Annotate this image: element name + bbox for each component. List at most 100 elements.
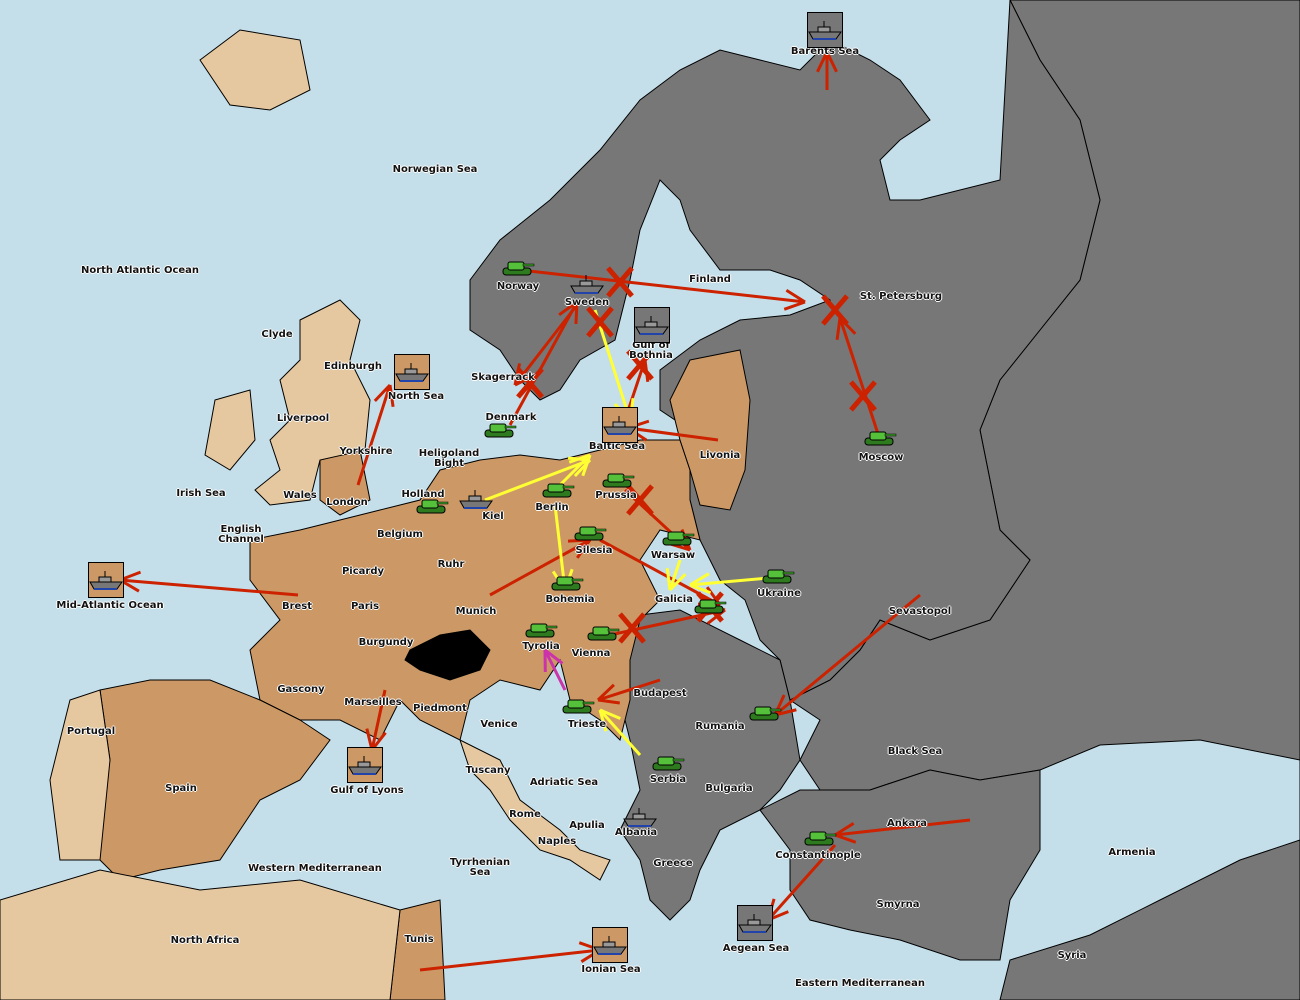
army-tank-icon[interactable]: [561, 696, 595, 720]
province-label[interactable]: Edinburgh: [323, 361, 383, 372]
province-label[interactable]: Yorkshire: [339, 446, 393, 457]
province-label[interactable]: Ruhr: [437, 559, 465, 570]
province-label[interactable]: Norway: [496, 281, 540, 292]
province-label[interactable]: St. Petersburg: [859, 291, 943, 302]
province-label[interactable]: Adriatic Sea: [529, 777, 599, 788]
province-label[interactable]: Ionian Sea: [581, 964, 641, 975]
province-label[interactable]: Spain: [165, 783, 197, 794]
province-label[interactable]: Eastern Mediterranean: [795, 978, 925, 989]
province-label[interactable]: Tyrrhenian Sea: [449, 857, 511, 878]
province-label[interactable]: Ankara: [887, 818, 927, 829]
province-label[interactable]: Skagerrack: [471, 372, 535, 383]
province-label[interactable]: Kiel: [482, 511, 504, 522]
fleet-ship-icon[interactable]: [737, 905, 773, 941]
province-label[interactable]: Tuscany: [465, 765, 511, 776]
province-label[interactable]: Wales: [283, 490, 317, 501]
province-label[interactable]: Rome: [509, 809, 541, 820]
army-tank-icon[interactable]: [415, 496, 449, 520]
army-tank-icon[interactable]: [483, 420, 517, 444]
province-label[interactable]: North Sea: [387, 391, 445, 402]
province-label[interactable]: Silesia: [575, 545, 613, 556]
province-label[interactable]: Baltic Sea: [588, 441, 646, 452]
province-label[interactable]: Holland: [401, 489, 445, 500]
province-label[interactable]: Clyde: [261, 329, 293, 340]
province-label[interactable]: Warsaw: [650, 550, 696, 561]
fleet-ship-icon[interactable]: [634, 307, 670, 343]
province-label[interactable]: Armenia: [1108, 847, 1156, 858]
province-label[interactable]: North Africa: [170, 935, 240, 946]
army-tank-icon[interactable]: [651, 753, 685, 777]
army-tank-icon[interactable]: [693, 596, 727, 620]
province-label[interactable]: Serbia: [649, 774, 687, 785]
province-label[interactable]: English Channel: [218, 524, 264, 545]
army-tank-icon[interactable]: [573, 523, 607, 547]
province-label[interactable]: Greece: [653, 858, 693, 869]
province-label[interactable]: Burgundy: [358, 637, 414, 648]
province-label[interactable]: Munich: [455, 606, 497, 617]
province-label[interactable]: Portugal: [66, 726, 116, 737]
province-label[interactable]: Finland: [689, 274, 731, 285]
fleet-ship-icon[interactable]: [347, 747, 383, 783]
province-label[interactable]: Black Sea: [887, 746, 943, 757]
province-label[interactable]: Mid-Atlantic Ocean: [56, 600, 164, 611]
army-tank-icon[interactable]: [541, 480, 575, 504]
province-label[interactable]: Picardy: [341, 566, 385, 577]
province-label[interactable]: Barents Sea: [790, 46, 860, 57]
province-label[interactable]: Prussia: [595, 490, 637, 501]
army-tank-icon[interactable]: [661, 528, 695, 552]
province-label[interactable]: Irish Sea: [176, 488, 226, 499]
army-tank-icon[interactable]: [761, 566, 795, 590]
province-label[interactable]: Berlin: [535, 502, 569, 513]
province-label[interactable]: Denmark: [485, 412, 537, 423]
province-label[interactable]: Tunis: [404, 934, 434, 945]
province-label[interactable]: Gascony: [277, 684, 325, 695]
province-label[interactable]: Piedmont: [413, 703, 467, 714]
fleet-ship-icon[interactable]: [459, 490, 493, 514]
province-label[interactable]: Bulgaria: [705, 783, 753, 794]
province-label[interactable]: Smyrna: [876, 899, 920, 910]
army-tank-icon[interactable]: [601, 470, 635, 494]
province-label[interactable]: Heligoland Bight: [418, 448, 480, 469]
province-label[interactable]: Brest: [281, 601, 313, 612]
province-label[interactable]: Naples: [537, 836, 577, 847]
province-label[interactable]: Sweden: [564, 297, 610, 308]
province-label[interactable]: Tyrolia: [522, 641, 560, 652]
fleet-ship-icon[interactable]: [807, 12, 843, 48]
province-label[interactable]: Sevastopol: [888, 606, 952, 617]
province-label[interactable]: Livonia: [699, 450, 741, 461]
army-tank-icon[interactable]: [748, 703, 782, 727]
fleet-ship-icon[interactable]: [88, 562, 124, 598]
province-label[interactable]: Western Mediterranean: [248, 863, 382, 874]
province-label[interactable]: Paris: [350, 601, 380, 612]
army-tank-icon[interactable]: [550, 573, 584, 597]
province-label[interactable]: Liverpool: [276, 413, 330, 424]
army-tank-icon[interactable]: [863, 428, 897, 452]
fleet-ship-icon[interactable]: [623, 808, 657, 832]
province-label[interactable]: North Atlantic Ocean: [80, 265, 200, 276]
province-label[interactable]: Galicia: [655, 594, 693, 605]
province-label[interactable]: Trieste: [567, 719, 607, 730]
army-tank-icon[interactable]: [586, 623, 620, 647]
fleet-ship-icon[interactable]: [602, 407, 638, 443]
province-label[interactable]: Constantinople: [775, 850, 861, 861]
province-label[interactable]: Rumania: [695, 721, 745, 732]
fleet-ship-icon[interactable]: [592, 927, 628, 963]
army-tank-icon[interactable]: [524, 620, 558, 644]
province-label[interactable]: Moscow: [858, 452, 904, 463]
province-label[interactable]: Gulf of Lyons: [330, 785, 404, 796]
fleet-ship-icon[interactable]: [570, 275, 604, 299]
province-label[interactable]: Bohemia: [545, 594, 595, 605]
province-label[interactable]: Aegean Sea: [722, 943, 790, 954]
province-label[interactable]: London: [326, 497, 368, 508]
army-tank-icon[interactable]: [501, 258, 535, 282]
province-label[interactable]: Belgium: [377, 529, 423, 540]
army-tank-icon[interactable]: [803, 828, 837, 852]
province-label[interactable]: Budapest: [633, 688, 687, 699]
province-label[interactable]: Albania: [614, 827, 658, 838]
province-label[interactable]: Apulia: [569, 820, 605, 831]
province-label[interactable]: Vienna: [571, 648, 611, 659]
province-label[interactable]: Gulf of Bothnia: [629, 340, 673, 361]
province-label[interactable]: Marseilles: [344, 697, 402, 708]
province-label[interactable]: Venice: [480, 719, 518, 730]
